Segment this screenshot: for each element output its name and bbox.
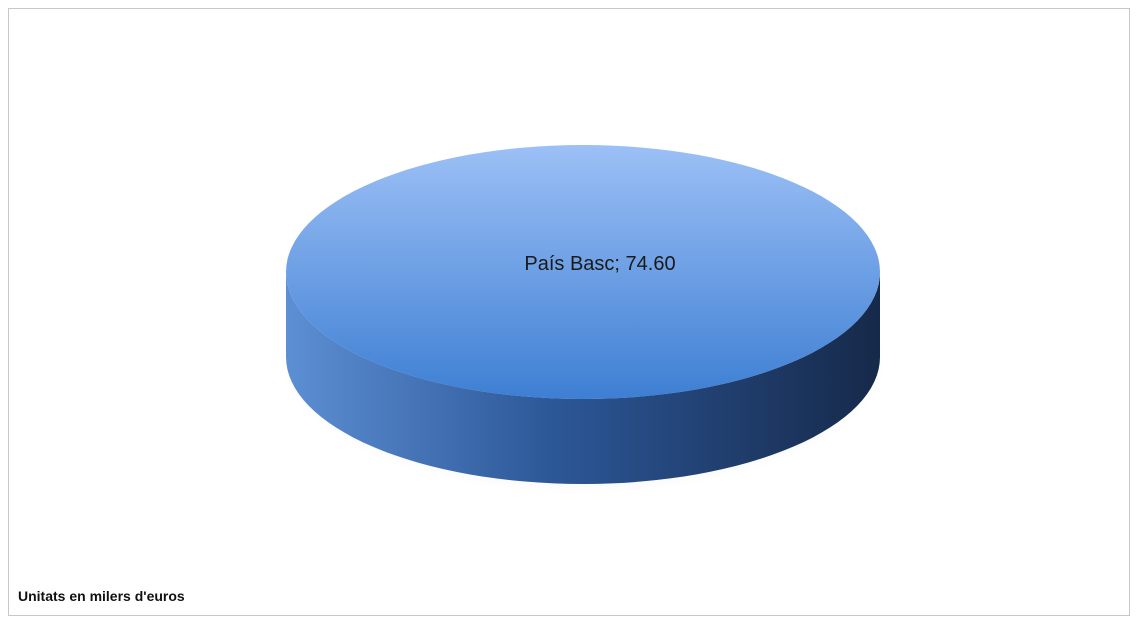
units-footnote: Unitats en milers d'euros <box>18 588 185 604</box>
slice-data-label: País Basc; 74.60 <box>524 253 675 275</box>
pie-slice-top <box>286 145 880 399</box>
pie-slice-side <box>286 272 880 484</box>
pie-slices <box>280 145 886 494</box>
